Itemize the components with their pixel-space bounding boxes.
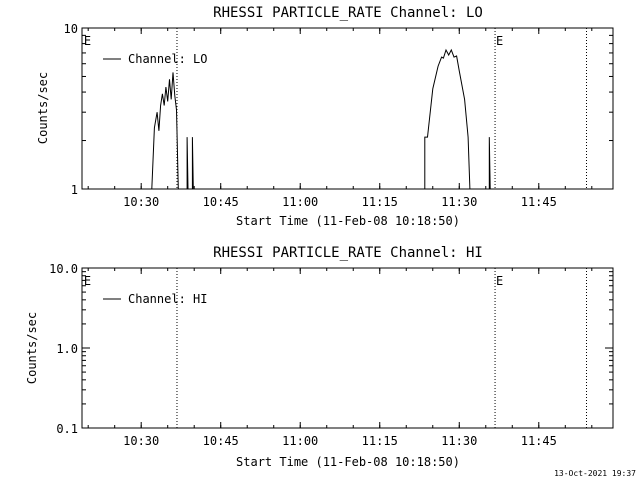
panel-lo-xlabel: Start Time (11-Feb-08 10:18:50) [236, 214, 460, 228]
event-marker-label: E [84, 34, 91, 48]
x-tick-label: 11:30 [441, 195, 477, 209]
y-tick-label: 10.0 [49, 262, 78, 276]
panel-lo-ylabel: Counts/sec [36, 72, 50, 144]
x-tick-label: 10:45 [203, 195, 239, 209]
panel-lo-title: RHESSI PARTICLE_RATE Channel: LO [213, 5, 483, 21]
y-tick-label: 1.0 [56, 342, 78, 356]
x-tick-label: 11:45 [521, 434, 557, 448]
y-tick-label: 1 [71, 183, 78, 197]
x-tick-label: 11:00 [282, 434, 318, 448]
x-tick-label: 10:30 [123, 195, 159, 209]
panel-lo-legend-label: Channel: LO [128, 52, 207, 66]
panel-hi-xlabel: Start Time (11-Feb-08 10:18:50) [236, 455, 460, 469]
x-tick-label: 11:00 [282, 195, 318, 209]
panel-hi-legend-label: Channel: HI [128, 292, 207, 306]
panel-hi-title: RHESSI PARTICLE_RATE Channel: HI [213, 245, 483, 261]
x-tick-label: 10:45 [203, 434, 239, 448]
event-marker-label: E [496, 274, 503, 288]
panel-hi-ylabel: Counts/sec [25, 312, 39, 384]
x-tick-label: 11:15 [362, 434, 398, 448]
event-marker-label: E [84, 274, 91, 288]
x-tick-label: 11:30 [441, 434, 477, 448]
x-tick-label: 10:30 [123, 434, 159, 448]
x-tick-label: 11:45 [521, 195, 557, 209]
series-line [151, 48, 491, 190]
panel-hi: RHESSI PARTICLE_RATE Channel: HI Counts/… [25, 245, 614, 469]
footer-timestamp: 13-Oct-2021 19:37 [554, 469, 636, 478]
y-tick-label: 10 [64, 22, 78, 36]
panel-lo: RHESSI PARTICLE_RATE Channel: LO Counts/… [36, 5, 614, 228]
x-tick-label: 11:15 [362, 195, 398, 209]
event-marker-label: E [496, 34, 503, 48]
y-tick-label: 0.1 [56, 422, 78, 436]
